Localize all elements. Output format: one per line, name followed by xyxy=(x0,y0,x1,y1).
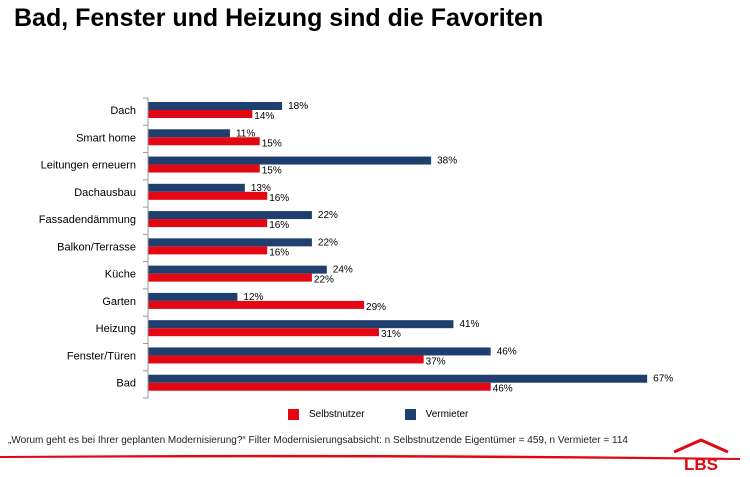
data-label-vermieter: 22% xyxy=(318,210,338,221)
data-label-selbstnutzer: 37% xyxy=(426,356,446,367)
data-label-selbstnutzer: 16% xyxy=(269,247,289,258)
category-label: Heizung xyxy=(96,323,136,335)
data-label-selbstnutzer: 31% xyxy=(381,329,401,340)
category-label: Balkon/Terrasse xyxy=(57,241,136,253)
logo-text: LBS xyxy=(684,455,718,474)
bar-vermieter xyxy=(148,102,283,110)
category-label: Garten xyxy=(102,296,136,308)
data-label-vermieter: 12% xyxy=(243,292,263,303)
bar-vermieter xyxy=(148,211,312,220)
legend-swatch-selbstnutzer xyxy=(288,409,299,420)
data-label-vermieter: 18% xyxy=(288,101,308,112)
legend-item-vermieter: Vermieter xyxy=(404,409,469,420)
legend-label-vermieter: Vermieter xyxy=(425,409,469,420)
data-label-selbstnutzer: 22% xyxy=(314,275,334,286)
data-label-vermieter: 13% xyxy=(251,183,271,194)
lbs-logo: LBS xyxy=(673,438,729,474)
data-label-vermieter: 46% xyxy=(497,346,517,357)
chart-legend: Selbstnutzer Vermieter xyxy=(288,409,508,420)
category-label: Smart home xyxy=(76,132,136,144)
data-label-selbstnutzer: 15% xyxy=(262,138,282,149)
bar-selbstnutzer xyxy=(148,273,312,282)
bar-selbstnutzer xyxy=(148,137,260,146)
footnote: „Worum geht es bei Ihrer geplanten Moder… xyxy=(8,435,628,446)
bar-selbstnutzer xyxy=(148,164,260,173)
data-label-selbstnutzer: 46% xyxy=(493,384,513,395)
data-label-vermieter: 38% xyxy=(437,156,457,167)
bar-selbstnutzer xyxy=(148,110,253,118)
bar-vermieter xyxy=(148,374,648,383)
data-label-selbstnutzer: 16% xyxy=(269,193,289,204)
category-label: Bad xyxy=(116,378,136,390)
data-label-vermieter: 11% xyxy=(236,128,255,139)
legend-swatch-vermieter xyxy=(404,409,416,420)
data-label-selbstnutzer: 29% xyxy=(366,302,386,313)
category-label: Fassadendämmung xyxy=(39,214,136,226)
brand-swoosh-line xyxy=(0,454,740,460)
bar-selbstnutzer xyxy=(148,246,268,255)
page-title: Bad, Fenster und Heizung sind die Favori… xyxy=(14,4,544,32)
data-label-vermieter: 41% xyxy=(459,319,479,330)
bar-selbstnutzer xyxy=(148,300,365,309)
data-label-vermieter: 67% xyxy=(653,374,673,385)
bar-selbstnutzer xyxy=(148,328,379,337)
bar-vermieter xyxy=(148,129,230,138)
bar-selbstnutzer xyxy=(148,355,424,364)
legend-item-selbstnutzer: Selbstnutzer xyxy=(288,409,365,420)
bar-selbstnutzer xyxy=(148,219,268,228)
category-label: Leitungen erneuern xyxy=(41,160,136,172)
data-label-vermieter: 22% xyxy=(318,237,338,248)
data-label-selbstnutzer: 15% xyxy=(262,166,282,177)
bar-selbstnutzer xyxy=(148,191,268,200)
category-label: Fenster/Türen xyxy=(67,350,136,362)
bar-vermieter xyxy=(148,320,454,329)
bar-vermieter xyxy=(148,292,238,301)
bar-vermieter xyxy=(148,183,245,192)
bar-vermieter xyxy=(148,347,491,356)
bar-vermieter xyxy=(148,238,312,247)
data-label-selbstnutzer: 16% xyxy=(269,220,289,231)
category-label: Dachausbau xyxy=(74,187,136,199)
bar-vermieter xyxy=(148,265,327,274)
data-label-selbstnutzer: 14% xyxy=(254,111,274,122)
bar-vermieter xyxy=(148,156,432,165)
legend-label-selbstnutzer: Selbstnutzer xyxy=(309,409,365,420)
bar-chart: Dach 18% 14% Smart home 11% 15% Leitungen erne… xyxy=(39,97,673,399)
bar-selbstnutzer xyxy=(148,382,491,391)
category-label: Küche xyxy=(105,269,136,281)
data-label-vermieter: 24% xyxy=(333,265,353,276)
category-label: Dach xyxy=(110,105,136,117)
